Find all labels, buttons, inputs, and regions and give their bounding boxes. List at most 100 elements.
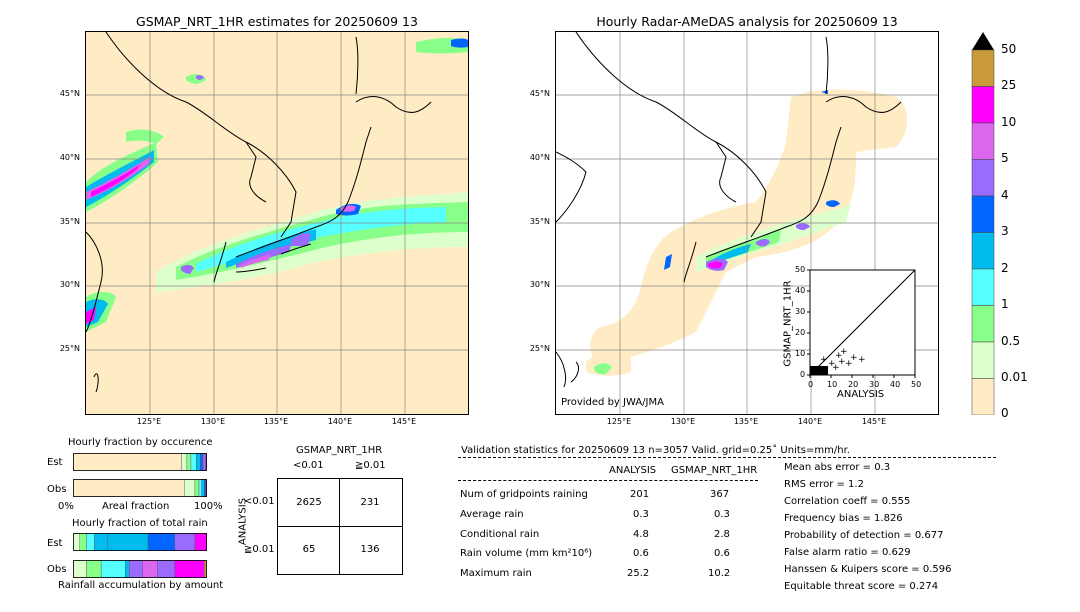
score-line: Correlation coeff = 0.555 [784,496,911,507]
left-lon-label-135: 135°E [263,417,289,426]
bar-segment [147,532,176,552]
contingency-row-label-ge: ≧0.01 [244,544,275,555]
score-line: Mean abs error = 0.3 [784,462,891,473]
occurrence-est-canvas [72,452,208,472]
svg-text:+: + [858,355,866,365]
validation-header: Validation statistics for 20250609 13 n=… [461,445,850,456]
colorbar-label-50: 50 [1001,42,1017,56]
colorbar-extend-arrow [972,32,994,50]
bar-segment [72,532,80,552]
scatter-xtick-10: 10 [827,380,838,389]
colorbar-label-2: 2 [1001,261,1009,275]
right-lat-label-30: 30°N [529,280,550,289]
scatter-xlabel: ANALYSIS [837,389,885,400]
validation-col-gsmap: GSMAP_NRT_1HR [671,465,758,476]
colorbar-label-0.01: 0.01 [1001,370,1028,384]
validation-row-label: Rain volume (mm km²10⁶) [460,548,593,559]
validation-row-gsmap: 2.8 [714,529,730,540]
validation-row-label: Maximum rain [460,568,532,579]
validation-row-label: Average rain [460,509,524,520]
total-rain-est-bar [72,532,208,552]
scatter-canvas: + ++ ++ + +++ [807,269,916,378]
total-rain-title: Hourly fraction of total rain [72,518,208,529]
scatter-xtick-0: 0 [808,380,814,389]
colorbar-segment [971,378,995,416]
svg-text:+: + [850,353,858,363]
left-lat-label-45: 45°N [59,89,80,98]
contingency-col-label-ge: ≧0.01 [355,460,386,471]
right-lat-label-25: 25°N [529,344,550,353]
right-map-canvas [556,32,938,414]
bar-segment [196,452,201,472]
scatter-xtick-30: 30 [869,380,880,389]
bar-segment [86,559,102,579]
colorbar-segment [971,159,995,197]
bar-frame [73,453,207,471]
right-lon-label-135: 135°E [733,417,759,426]
contingency-row-label-lt: <0.01 [244,496,275,507]
total-rain-obs-canvas [72,559,208,579]
left-lat-label-35: 35°N [59,217,80,226]
scatter-ticks [807,269,916,378]
bar-segment [72,559,87,579]
svg-text:+: + [838,357,846,367]
right-lon-label-125: 125°E [606,417,632,426]
bar-segment [86,532,95,552]
occurrence-est-bar [72,452,208,472]
bar-segment [79,532,87,552]
score-line: Frequency bias = 1.826 [784,513,903,524]
right-map-credit: Provided by JWA/JMA [561,397,664,408]
bar-segment [100,559,126,579]
colorbar-segment [971,268,995,306]
bar-segment [107,532,149,552]
colorbar-label-5: 5 [1001,151,1009,165]
occurrence-axis-right: 100% [194,501,223,512]
total-rain-est-canvas [72,532,208,552]
left-lon-label-130: 130°E [200,417,226,426]
svg-text:+: + [828,359,836,369]
right-lon-label-130: 130°E [670,417,696,426]
right-lat-label-45: 45°N [529,89,550,98]
validation-row-gsmap: 367 [710,489,730,500]
score-line: Equitable threat score = 0.274 [784,581,939,592]
colorbar-label-3: 3 [1001,224,1009,238]
right-lon-label-140: 140°E [797,417,823,426]
right-lon-label-145: 145°E [861,417,887,426]
validation-row-gsmap: 0.6 [714,548,730,559]
colorbar-canvas [971,32,995,416]
score-line: Probability of detection = 0.677 [784,530,944,541]
left-lon-label-125: 125°E [136,417,162,426]
occurrence-axis-left: 0% [58,501,74,512]
colorbar-segment [971,341,995,379]
right-map-title: Hourly Radar-AMeDAS analysis for 2025060… [596,14,898,29]
svg-text:+: + [832,363,840,373]
bar-frame [73,479,207,497]
total-rain-row-obs: Obs [47,564,67,575]
scatter-ytick-0: 0 [800,370,806,379]
bar-segment [204,478,206,498]
left-map-coastlines [86,32,432,393]
scatter-xtick-20: 20 [848,380,859,389]
bar-segment [186,452,192,472]
score-line: Hanssen & Kuipers score = 0.596 [784,564,952,575]
left-lat-label-40: 40°N [59,153,80,162]
contingency-grid [277,478,403,575]
bar-segment [194,478,200,498]
occurrence-axis-mid: Areal fraction [102,501,170,512]
scatter-ytick-30: 30 [795,307,806,316]
bar-segment [157,559,176,579]
occurrence-obs-bar [72,478,208,498]
svg-text:+: + [840,347,848,357]
validation-table-rule [458,480,758,481]
colorbar-label-4: 4 [1001,188,1009,202]
colorbar-segment [971,86,995,124]
bar-frame [73,560,207,578]
validation-row-label: Num of gridpoints raining [460,489,588,500]
scatter-xtick-40: 40 [890,380,901,389]
colorbar-label-0.5: 0.5 [1001,334,1021,348]
validation-row-analysis: 0.6 [633,548,649,559]
total-rain-footer: Rainfall accumulation by amount [58,580,224,591]
colorbar-label-0: 0 [1001,406,1009,420]
contingency-cell-21: 65 [302,544,316,555]
colorbar-segment [971,195,995,233]
